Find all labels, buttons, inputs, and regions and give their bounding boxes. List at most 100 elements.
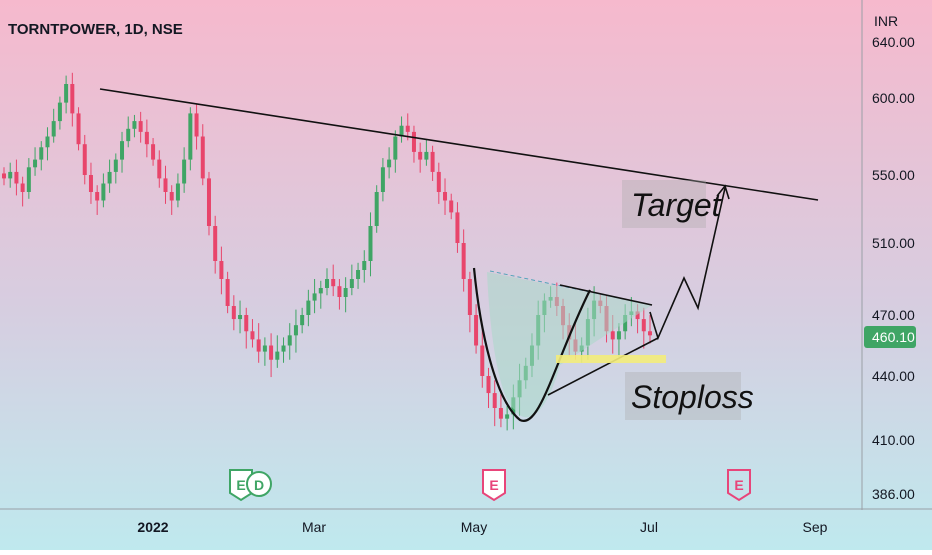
candle-body [26,167,31,192]
resistance-trendline [99,88,819,201]
candle-body [113,159,118,172]
current-price-label: 460.10 [872,329,915,345]
candle-body [331,279,336,287]
candle-body [244,315,249,332]
stoploss-band [556,355,666,363]
candle-body [343,288,348,297]
candle-body [325,279,329,288]
stoploss-label: Stoploss [631,379,754,415]
currency-label: INR [874,13,898,29]
annotation-layer: Target Stoploss [99,88,819,423]
target-label-box [622,180,706,228]
candle-body [380,167,385,192]
candle-body [393,136,398,160]
candle-body [362,261,367,270]
candle-body [175,183,180,201]
candle-body [256,339,261,352]
candle-body [374,192,379,226]
candle-body [368,226,373,261]
price-tick-label: 600.00 [872,90,915,106]
candle-body [213,226,218,261]
candle-body [337,286,342,297]
projected-path [649,187,726,341]
candle-body [95,192,100,201]
candle-body [120,141,125,160]
candle-body [449,200,454,213]
earnings-marker[interactable]: E [229,469,253,502]
candle-body [623,315,628,332]
time-tick-label: Sep [803,519,828,535]
earnings-marker[interactable]: E [482,469,506,502]
candle-body [33,159,38,168]
candle-body [2,173,6,179]
candle-body [281,345,286,352]
dividend-marker-shape [246,471,272,497]
event-marker-label: D [254,477,264,493]
candle-body [39,147,44,160]
candle-body [14,171,19,184]
candle-body [505,414,510,419]
time-tick-label: May [461,519,487,535]
candle-body [648,331,652,336]
earnings-marker[interactable]: E [727,469,751,502]
candle-body [76,113,81,145]
candle-body [418,151,423,160]
candle-body [8,171,13,179]
candle-body [467,279,472,315]
candle-body [57,102,62,122]
candle-body [219,261,224,279]
candle-body [436,171,441,192]
candle-body [300,315,305,326]
handle-lower-line [547,337,659,396]
candle-body [238,315,243,320]
candle-body [82,144,87,175]
stoploss-label-box [625,372,741,420]
time-axis: 2022 Mar May Jul Sep [137,519,827,535]
candle-body [20,183,25,192]
candle-body [225,279,230,306]
candle-body [399,125,404,137]
candle-body [163,178,168,192]
cup-shaded-area [487,272,652,418]
candle-body [126,128,131,142]
candle-body [455,212,460,243]
candle-body [194,113,199,137]
candle-body [157,159,162,179]
candle-body [101,183,106,201]
price-tick-label: 640.00 [872,34,915,50]
projected-arrowhead [716,184,730,200]
candle-body [443,192,448,201]
price-axis: 640.00 600.00 550.00 510.00 470.00 440.00 410.… [872,34,915,502]
candle-body [492,393,497,408]
candle-body [206,178,211,226]
dividend-marker[interactable]: D [246,471,272,497]
earnings-marker-shape [229,469,253,502]
candle-body [200,136,205,179]
candle-body [411,131,416,152]
candle-body [616,331,621,340]
candle-body [498,408,503,419]
candle-body [182,159,187,184]
candle-body [480,345,485,376]
event-marker-label: E [734,477,743,493]
candle-body [262,345,267,352]
candle-body [405,125,410,132]
candle-body [474,315,479,346]
candle-body [132,121,137,129]
candle-body [250,331,255,340]
candle-body [293,325,298,336]
candle-body [188,113,193,160]
candle-body [287,335,292,346]
current-price-badge: 460.10 [864,326,916,348]
candle-body [144,131,149,145]
earnings-marker-shape [727,469,751,502]
price-tick-label: 440.00 [872,368,915,384]
candle-body [51,121,56,137]
target-label: Target [631,187,722,223]
candle-body [169,192,174,201]
candle-body [306,300,311,315]
candle-body [486,376,491,394]
